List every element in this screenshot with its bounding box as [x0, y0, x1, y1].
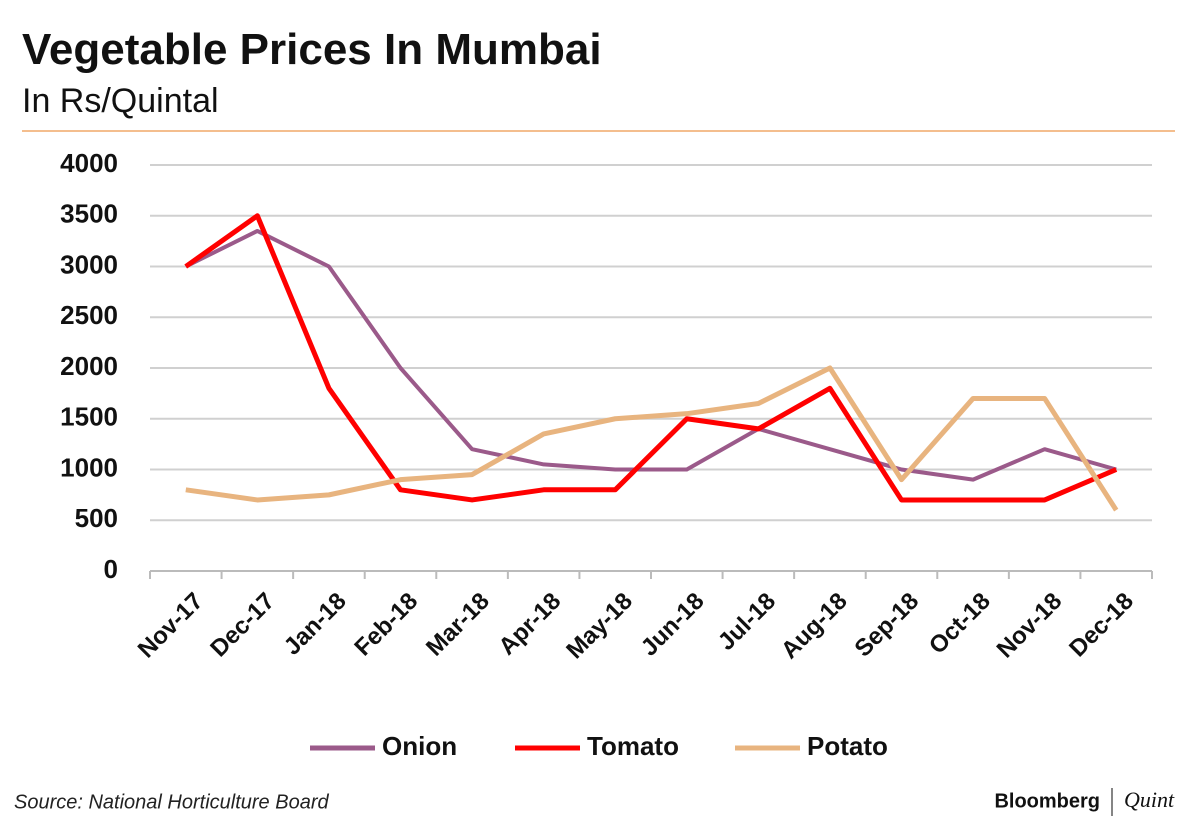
line-series	[185, 365, 1119, 512]
legend-label: Tomato	[587, 731, 679, 761]
x-tick-label: Sep-18	[849, 588, 924, 663]
x-tick-label: Nov-17	[133, 588, 209, 664]
x-tick-label: Feb-18	[349, 588, 423, 662]
x-tick-label: May-18	[561, 588, 638, 665]
x-tick-label: Jul-18	[713, 588, 781, 656]
chart-subtitle: In Rs/Quintal	[22, 82, 219, 120]
y-tick-label: 0	[104, 554, 118, 584]
x-tick-label: Jan-18	[279, 588, 352, 661]
brand: Quint	[1124, 787, 1175, 812]
x-tick-label: Oct-18	[924, 588, 996, 660]
chart-title: Vegetable Prices In Mumbai	[22, 25, 602, 74]
source: Source: National Horticulture Board	[14, 791, 329, 813]
y-tick-label: 500	[75, 503, 118, 533]
x-tick-label: Dec-18	[1064, 588, 1139, 663]
line-series	[184, 228, 1117, 482]
y-tick-label: 4000	[60, 148, 118, 178]
y-tick-label: 1000	[60, 452, 118, 482]
x-tick-label: Mar-18	[421, 588, 495, 662]
legend-label: Onion	[382, 731, 457, 761]
legend-label: Potato	[807, 731, 888, 761]
y-tick-label: 2000	[60, 351, 118, 381]
x-tick-label: Jun-18	[636, 588, 710, 662]
x-tick-label: Apr-18	[494, 588, 567, 661]
line-series	[184, 213, 1118, 503]
brand: Bloomberg	[994, 790, 1100, 812]
y-tick-label: 2500	[60, 300, 118, 330]
y-tick-label: 3500	[60, 199, 118, 229]
x-tick-label: Nov-18	[992, 588, 1068, 664]
y-tick-label: 1500	[60, 402, 118, 432]
x-tick-label: Aug-18	[776, 588, 853, 665]
x-tick-label: Dec-17	[205, 588, 280, 663]
y-tick-label: 3000	[60, 249, 118, 279]
